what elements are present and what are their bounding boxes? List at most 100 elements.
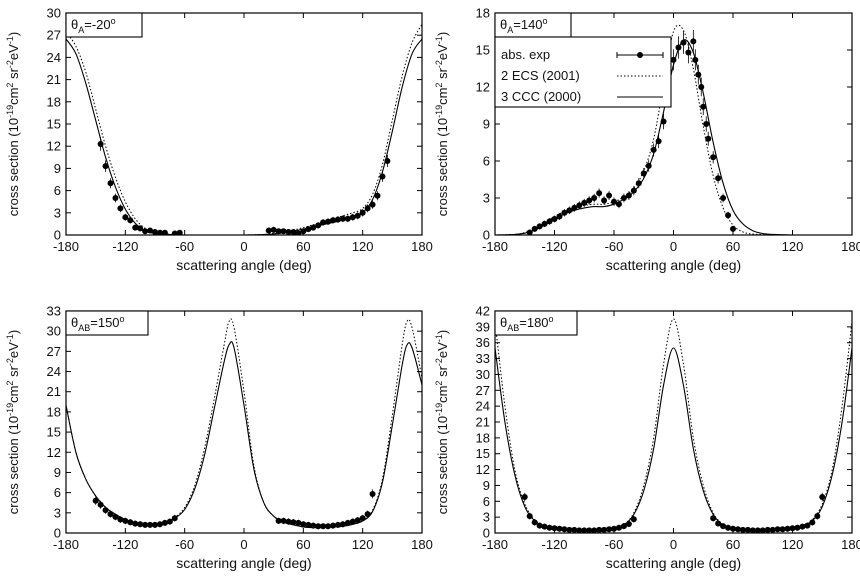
y-tick-label: 18 [476,430,490,445]
data-point [620,523,627,530]
y-tick-label: 24 [476,399,490,414]
data-point [784,525,791,532]
series-ccc-curve [66,341,422,529]
data-point [606,192,613,199]
data-point [615,201,622,208]
data-point [112,513,119,520]
legend-label: 2 ECS (2001) [501,68,580,83]
data-point [305,226,312,233]
x-axis-label: scattering angle (deg) [606,555,741,571]
y-label-sup: 2 [5,381,15,386]
data-point [660,118,667,125]
data-point [310,224,317,231]
x-tick-label: -60 [605,239,624,254]
data-point [310,522,317,529]
data-point [650,146,657,153]
data-point [344,519,351,526]
data-point [142,521,149,528]
panel-theta-ab-180: -180 -120 -60 0 60 120 18003691215182124273033… [434,304,860,572]
y-tick-label: 21 [47,72,61,87]
x-tick-label: 0 [240,537,247,552]
data-point [161,519,168,526]
data-point [384,158,391,164]
y-tick-label: 0 [54,228,61,243]
data-point [591,527,598,533]
data-point [541,220,548,227]
data-point [132,520,139,527]
x-axis-label: scattering angle (deg) [176,555,311,571]
data-point [596,526,603,533]
y-tick-label: 3 [54,205,61,220]
y-tick-label: 15 [47,425,61,440]
data-point [596,190,603,197]
data-point [764,526,771,533]
data-point [122,517,129,524]
y-tick-label: 30 [47,6,61,21]
x-tick-label: -180 [53,537,79,552]
data-point [156,521,163,528]
data-point [280,517,287,524]
y-label-text: eV [6,44,21,60]
y-label-text: cm [6,88,21,105]
legend-label: abs. exp [501,47,550,62]
data-point [581,199,588,206]
y-label-sup: -19 [5,403,15,416]
data-point [749,527,756,533]
panel-label-theta: θ [71,315,78,330]
y-tick-label: 12 [476,462,490,477]
y-label-text: cross section (10 [435,118,450,216]
x-tick-label: 120 [352,537,374,552]
panel-label-sub: AB [78,323,90,333]
data-point [171,515,178,522]
data-point [536,522,543,529]
y-tick-label: 21 [47,384,61,399]
panel-label-value: =-20 [84,17,110,32]
data-point [536,223,543,230]
series-ccc-curve [66,38,422,235]
x-tick-label: 120 [352,239,374,254]
data-point [703,121,710,127]
data-point [295,230,302,235]
y-tick-label: 15 [47,117,61,132]
panel-theta-a-140: -180 -120 -60 0 60 120 180 0 3 6 9 12 15 18 scattering… [434,6,860,274]
data-point [635,180,642,187]
x-tick-label: 0 [240,239,247,254]
y-tick-label: 30 [47,324,61,339]
data-point [710,515,717,522]
data-point [166,518,173,525]
data-point [127,217,134,224]
data-point [285,518,292,525]
data-point [290,519,297,526]
data-point [734,526,741,533]
y-label-text: sr [435,67,450,82]
plot-frame [494,310,853,534]
y-tick-label: 3 [483,191,490,206]
data-point [774,526,781,533]
y-label-text: sr [6,365,21,380]
data-point [715,520,722,527]
x-tick-label: 180 [411,537,433,552]
data-point [720,523,727,530]
series-ccc-curve [495,347,852,533]
series-abs-exp [97,137,391,235]
data-point [147,521,154,528]
y-tick-label: 6 [483,154,490,169]
y-label-text: cross section (10 [435,416,450,514]
data-point [531,225,538,232]
series-ecs-curve [66,23,422,235]
y-label-text: cross section (10 [6,416,21,514]
data-point [349,214,356,221]
series-abs-exp [521,492,826,533]
panel-label: θAB=180o [500,314,554,333]
data-point [354,212,361,219]
y-axis-label: cross section (10-19cm2 sr-2eV-1) [434,32,450,216]
plot-frame [65,310,423,534]
y-tick-label: 27 [47,344,61,359]
data-point [620,195,627,201]
data-point [137,521,144,528]
data-point [759,527,766,533]
data-point [541,523,548,530]
data-point [754,527,761,533]
data-point [561,209,568,216]
data-point [112,195,119,201]
